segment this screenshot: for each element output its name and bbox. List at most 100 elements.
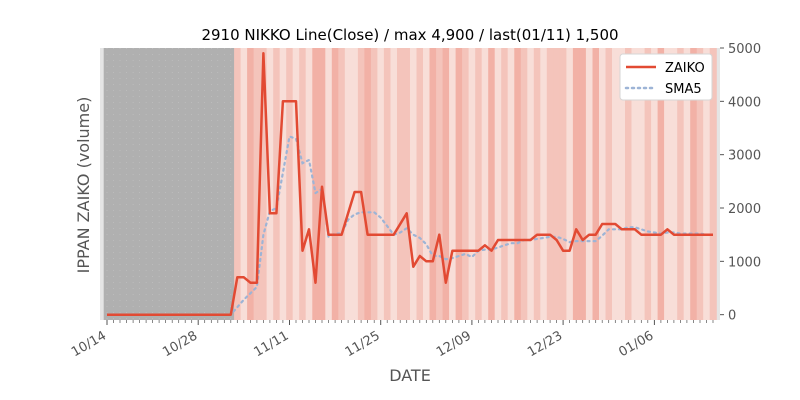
shading-band: [410, 48, 418, 320]
x-tick-label: 12/09: [434, 328, 474, 360]
shading-band: [181, 48, 189, 320]
shading-band: [546, 48, 554, 320]
shading-band: [403, 48, 411, 320]
x-tick-label: 10/28: [160, 328, 200, 360]
shading-band: [612, 48, 620, 320]
y-tick-label: 4000: [728, 95, 761, 110]
shading-band: [208, 48, 216, 320]
shading-band: [690, 48, 698, 320]
shading-band: [618, 48, 626, 320]
shading-band: [520, 48, 528, 320]
shading-band: [585, 48, 593, 320]
x-tick-label: 01/06: [616, 328, 656, 360]
legend: ZAIKO SMA5: [619, 53, 713, 101]
shading-band: [305, 48, 313, 320]
shading-band: [625, 48, 633, 320]
shading-band: [292, 48, 300, 320]
shading-band: [168, 48, 176, 320]
x-tick-label: 12/23: [525, 328, 565, 360]
zaiko-line: [107, 52, 713, 316]
shading-band: [429, 48, 437, 320]
shading-band: [286, 48, 294, 320]
x-tick-label: 10/14: [69, 328, 109, 360]
y-tick-label: 3000: [728, 149, 761, 164]
shading-band: [344, 48, 352, 320]
shading-band: [234, 48, 242, 320]
shading-band: [442, 48, 450, 320]
shading-band: [273, 48, 281, 320]
x-axis: 10/14 10/28 11/11 11/25 12/09 12/23 01/06: [69, 320, 714, 360]
y-tick-label: 1000: [728, 255, 761, 270]
shading-band: [129, 48, 137, 320]
shading-band: [331, 48, 339, 320]
shading-band: [142, 48, 150, 320]
shading-band: [423, 48, 431, 320]
shading-band: [559, 48, 567, 320]
series-lines: [107, 52, 715, 316]
shading-band: [110, 48, 118, 320]
shading-band: [592, 48, 600, 320]
shading-band: [677, 48, 685, 320]
shading-band: [683, 48, 691, 320]
x-axis-label: DATE: [389, 366, 431, 385]
shading-band: [162, 48, 170, 320]
shading-band: [462, 48, 470, 320]
y-tick-label: 5000: [728, 42, 761, 57]
shading-band: [338, 48, 346, 320]
shading-band: [397, 48, 405, 320]
shading-band: [657, 48, 665, 320]
shading-band: [644, 48, 652, 320]
shading-band: [136, 48, 144, 320]
shading-band: [370, 48, 378, 320]
shading-band: [149, 48, 157, 320]
shading-band: [703, 48, 711, 320]
y-tick-label: 0: [728, 309, 736, 324]
shading-band: [260, 48, 268, 320]
legend-label-sma5: SMA5: [665, 82, 702, 97]
shading-band: [247, 48, 255, 320]
shading-band: [540, 48, 548, 320]
y-axis-label: IPPAN ZAIKO (volume): [74, 97, 93, 274]
shading-band: [631, 48, 639, 320]
shading-band: [533, 48, 541, 320]
shading-band: [638, 48, 646, 320]
shading-band: [351, 48, 359, 320]
shading-bands: [103, 48, 717, 320]
shading-band: [364, 48, 372, 320]
shading-band: [390, 48, 398, 320]
shading-band: [599, 48, 607, 320]
shading-band: [318, 48, 326, 320]
shading-band: [664, 48, 672, 320]
shading-band: [488, 48, 496, 320]
shading-band: [481, 48, 489, 320]
shading-band: [494, 48, 502, 320]
shading-band: [240, 48, 248, 320]
shading-band: [116, 48, 124, 320]
x-tick-label: 11/25: [343, 328, 383, 360]
shading-band: [221, 48, 229, 320]
shading-band: [501, 48, 509, 320]
shading-band: [279, 48, 287, 320]
shading-band: [670, 48, 678, 320]
shading-band: [312, 48, 320, 320]
x-tick-label: 11/11: [252, 328, 292, 360]
shading-band: [383, 48, 391, 320]
shading-band: [266, 48, 274, 320]
chart-title: 2910 NIKKO Line(Close) / max 4,900 / las…: [201, 26, 618, 44]
shading-band: [514, 48, 522, 320]
shading-band: [475, 48, 483, 320]
shading-band: [455, 48, 463, 320]
shading-band: [123, 48, 131, 320]
shading-band: [214, 48, 222, 320]
shading-band: [527, 48, 535, 320]
shading-band: [377, 48, 385, 320]
y-axis: 0 1000 2000 3000 4000 5000: [720, 42, 761, 324]
shading-band: [416, 48, 424, 320]
shading-band: [325, 48, 333, 320]
shading-band: [572, 48, 580, 320]
shading-band: [175, 48, 183, 320]
shading-band: [566, 48, 574, 320]
shading-band: [103, 48, 111, 320]
shading-band: [436, 48, 444, 320]
shading-band: [605, 48, 613, 320]
